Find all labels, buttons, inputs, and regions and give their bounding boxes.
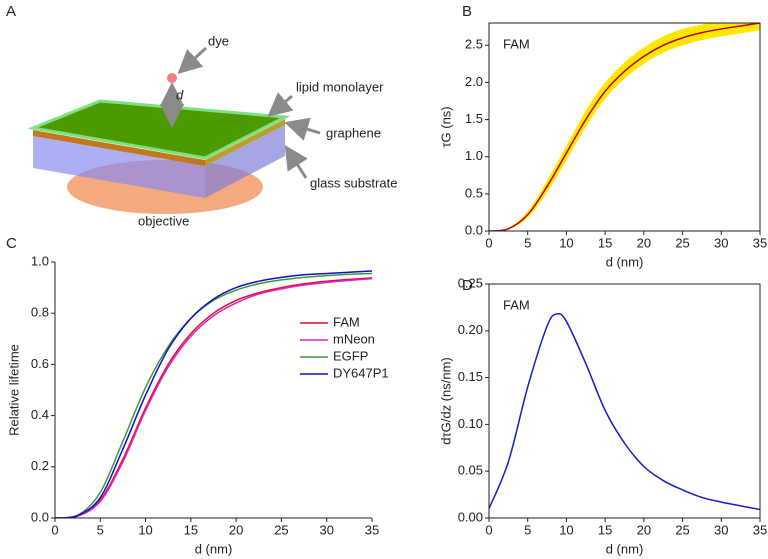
x-tick-label: 30 bbox=[714, 522, 728, 537]
pointer bbox=[284, 144, 308, 179]
plot-area bbox=[489, 23, 760, 231]
x-tick-label: 25 bbox=[675, 235, 689, 250]
band bbox=[489, 23, 760, 231]
glass-side bbox=[205, 125, 285, 198]
graphene-side bbox=[205, 119, 285, 166]
dye-molecule bbox=[167, 73, 177, 83]
y-tick-label: 0.00 bbox=[458, 509, 483, 524]
y-tick-label: 0.8 bbox=[31, 305, 49, 320]
x-tick-label: 25 bbox=[675, 522, 689, 537]
label: glass substrate bbox=[310, 175, 397, 190]
x-tick-label: 0 bbox=[485, 235, 492, 250]
x-tick-label: 10 bbox=[559, 522, 573, 537]
panel-letter: C bbox=[6, 235, 17, 252]
pointer bbox=[267, 92, 294, 117]
axes-frame bbox=[488, 22, 761, 232]
label: dye bbox=[208, 33, 229, 48]
y-tick-label: 0.20 bbox=[458, 322, 483, 337]
x-tick-label: 5 bbox=[524, 522, 531, 537]
y-tick-label: 0.6 bbox=[31, 356, 49, 371]
x-tick-label: 20 bbox=[229, 522, 243, 537]
series-line bbox=[489, 23, 760, 231]
y-tick-label: 0.0 bbox=[31, 509, 49, 524]
label: graphene bbox=[326, 125, 381, 140]
x-tick-label: 20 bbox=[637, 235, 651, 250]
x-tick-label: 10 bbox=[138, 522, 152, 537]
lipid-top bbox=[33, 101, 285, 158]
y-tick-label: 2.0 bbox=[465, 74, 483, 89]
legend-label: mNeon bbox=[333, 331, 375, 346]
annotation: FAM bbox=[503, 36, 530, 51]
axes-frame bbox=[488, 283, 761, 519]
plot-area bbox=[55, 270, 372, 518]
y-tick-label: 1.0 bbox=[31, 253, 49, 268]
pointer bbox=[177, 46, 208, 75]
x-tick-label: 35 bbox=[753, 522, 767, 537]
label: objective bbox=[138, 213, 189, 228]
legend-label: DY647P1 bbox=[333, 365, 389, 380]
x-tick-label: 5 bbox=[524, 235, 531, 250]
panel-letter: B bbox=[462, 3, 472, 20]
x-tick-label: 35 bbox=[365, 522, 379, 537]
y-tick-label: 0.5 bbox=[465, 185, 483, 200]
panel-letter: D bbox=[462, 277, 473, 294]
series-line bbox=[55, 277, 372, 518]
series-line bbox=[55, 270, 372, 518]
y-tick-label: 0.0 bbox=[465, 222, 483, 237]
series-line bbox=[55, 277, 372, 518]
y-tick-label: 1.0 bbox=[465, 148, 483, 163]
x-tick-label: 30 bbox=[714, 235, 728, 250]
series-line bbox=[55, 272, 372, 518]
x-tick-label: 0 bbox=[485, 522, 492, 537]
label: lipid monolayer bbox=[296, 79, 384, 94]
x-axis-label: d (nm) bbox=[606, 254, 644, 269]
y-axis-label: dτG/dz (ns/nm) bbox=[438, 357, 453, 445]
annotation: FAM bbox=[503, 297, 530, 312]
y-tick-label: 0.15 bbox=[458, 369, 483, 384]
y-tick-label: 0.10 bbox=[458, 416, 483, 431]
x-tick-label: 15 bbox=[598, 235, 612, 250]
x-axis-label: d (nm) bbox=[606, 541, 644, 556]
x-tick-label: 20 bbox=[637, 522, 651, 537]
diagram: dye d lipid monolayer graphene glass sub… bbox=[27, 33, 397, 228]
legend-label: FAM bbox=[333, 314, 360, 329]
x-axis-label: d (nm) bbox=[195, 541, 233, 556]
y-axis-label: Relative lifetime bbox=[6, 344, 21, 436]
legend-label: EGFP bbox=[333, 348, 368, 363]
y-tick-label: 1.5 bbox=[465, 111, 483, 126]
y-tick-label: 2.5 bbox=[465, 37, 483, 52]
x-tick-label: 15 bbox=[184, 522, 198, 537]
x-tick-label: 15 bbox=[598, 522, 612, 537]
lipid-edge bbox=[27, 99, 291, 160]
y-tick-label: 0.25 bbox=[458, 275, 483, 290]
x-tick-label: 10 bbox=[559, 235, 573, 250]
pointer bbox=[284, 117, 321, 141]
graphene-layer bbox=[33, 130, 205, 166]
series-line bbox=[489, 312, 760, 511]
panel-letter: A bbox=[6, 3, 16, 20]
y-tick-label: 0.4 bbox=[31, 407, 49, 422]
y-tick-label: 0.2 bbox=[31, 458, 49, 473]
x-tick-label: 30 bbox=[319, 522, 333, 537]
glass-front bbox=[33, 136, 205, 198]
y-tick-label: 0.05 bbox=[458, 463, 483, 478]
x-tick-label: 25 bbox=[274, 522, 288, 537]
x-tick-label: 35 bbox=[753, 235, 767, 250]
plot-area bbox=[489, 312, 760, 511]
x-tick-label: 5 bbox=[97, 522, 104, 537]
label: d bbox=[176, 87, 184, 102]
x-tick-label: 0 bbox=[51, 522, 58, 537]
y-axis-label: τG (ns) bbox=[438, 106, 453, 147]
